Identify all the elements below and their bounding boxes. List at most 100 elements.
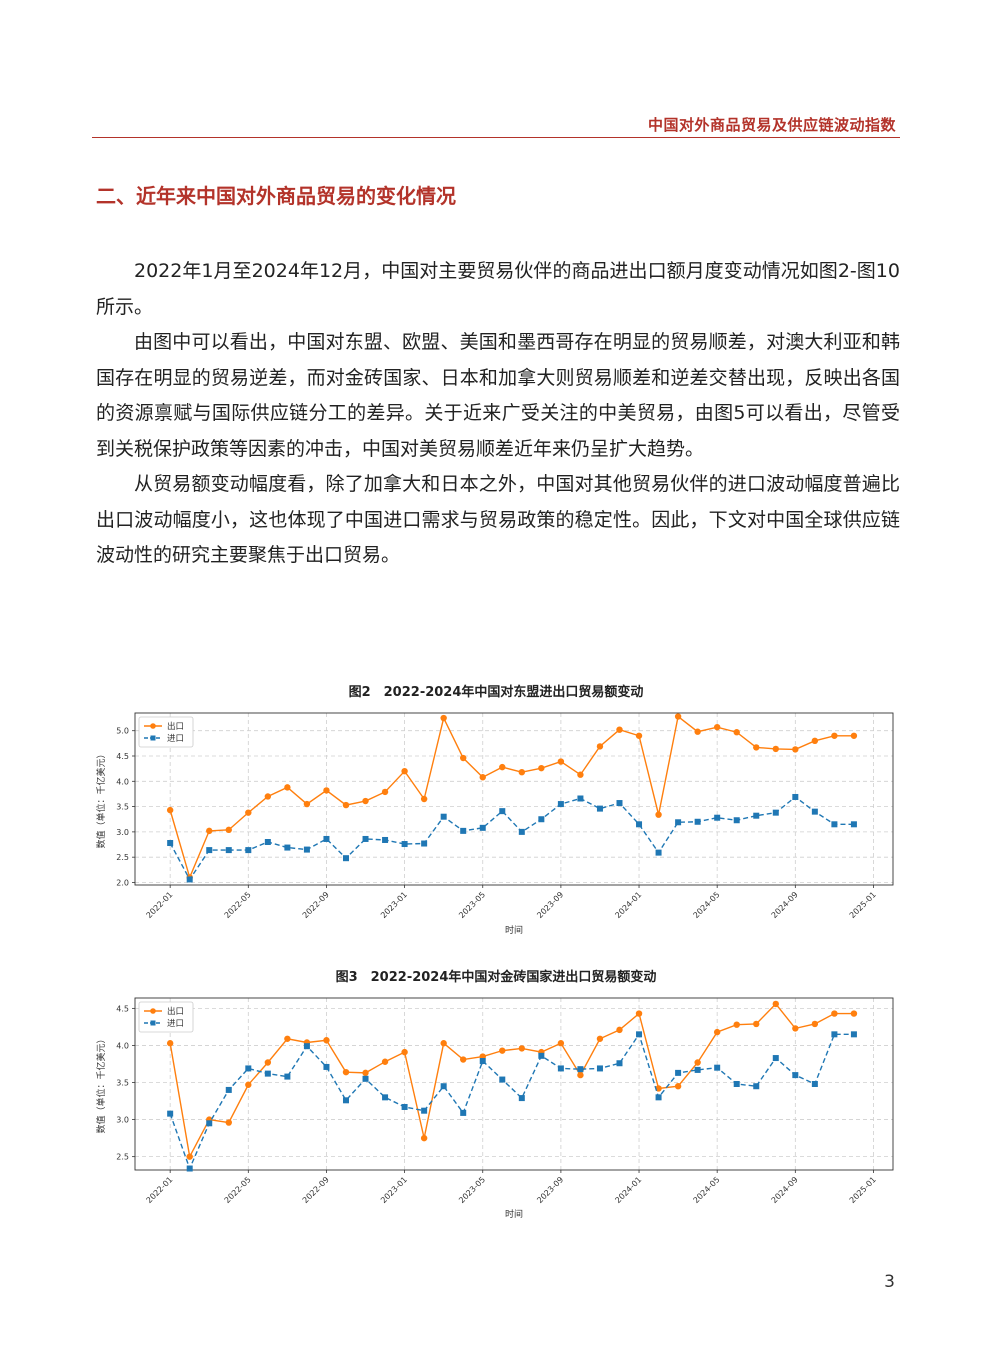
series-line	[169, 1002, 854, 1159]
y-tick-label: 3.0	[116, 1116, 129, 1125]
data-point	[499, 1047, 506, 1054]
y-tick-label: 3.0	[116, 828, 129, 837]
data-point	[850, 1010, 858, 1017]
data-point	[323, 1037, 330, 1044]
data-point	[811, 808, 818, 815]
data-point	[421, 840, 428, 847]
data-point	[323, 1063, 330, 1070]
paragraph-1: 2022年1月至2024年12月，中国对主要贸易伙伴的商品进出口额月度变动情况如…	[96, 260, 900, 318]
x-tick-label: 2023-09	[535, 1175, 565, 1205]
data-point	[264, 793, 272, 800]
data-point	[792, 793, 799, 800]
data-point	[225, 826, 232, 834]
data-point	[518, 1045, 526, 1052]
series-import	[167, 1031, 857, 1172]
x-tick-label: 2022-05	[223, 1175, 253, 1205]
x-tick-label: 2022-01	[145, 1175, 175, 1205]
section-heading: 二、近年来中国对外商品贸易的变化情况	[96, 184, 456, 208]
data-point	[245, 809, 252, 816]
figure-2-title: 图2 2022-2024年中国对东盟进出口贸易额变动	[348, 685, 644, 700]
data-point	[635, 1010, 643, 1017]
data-point	[362, 835, 369, 842]
legend-label: 进口	[167, 734, 184, 744]
data-point	[518, 1095, 525, 1102]
data-point	[714, 814, 721, 821]
data-point	[811, 1081, 818, 1087]
data-point	[733, 1021, 740, 1028]
data-point	[831, 1010, 838, 1017]
data-point	[284, 844, 291, 851]
data-point	[460, 827, 467, 834]
x-tick-label: 2024-05	[692, 1175, 722, 1205]
data-point	[479, 774, 486, 781]
legend-box	[138, 1001, 194, 1033]
data-point	[577, 1071, 584, 1079]
data-point	[636, 821, 643, 828]
data-point	[655, 849, 662, 856]
y-axis-label: 数值（单位：千亿美元）	[95, 1034, 107, 1133]
data-point	[440, 714, 447, 722]
y-tick-label: 2.0	[116, 878, 129, 887]
body-text: 2022年1月至2024年12月，中国对主要贸易伙伴的商品进出口额月度变动情况如…	[96, 254, 900, 574]
data-point	[674, 1083, 682, 1090]
legend-marker	[150, 735, 156, 741]
data-point	[167, 1110, 174, 1117]
data-point	[596, 1065, 603, 1072]
data-point	[675, 819, 682, 826]
x-tick-label: 2023-09	[535, 890, 565, 920]
data-point	[284, 784, 291, 791]
x-axis-label: 时间	[505, 924, 523, 936]
data-point	[557, 1040, 565, 1047]
paragraph-3: 从贸易额变动幅度看，除了加拿大和日本之外，中国对其他贸易伙伴的进口波动幅度普遍比…	[96, 473, 900, 566]
data-point	[401, 841, 408, 848]
data-point	[264, 1059, 272, 1066]
data-point	[284, 1035, 291, 1042]
data-point	[382, 836, 389, 843]
data-point	[538, 816, 545, 823]
header-divider	[92, 137, 900, 138]
data-point	[713, 1028, 721, 1036]
running-header-title: 中国对外商品贸易及供应链波动指数	[647, 116, 896, 134]
data-point	[381, 1058, 389, 1065]
y-tick-label: 4.5	[116, 1004, 129, 1013]
data-point	[167, 840, 174, 847]
data-point	[596, 743, 604, 750]
y-tick-label: 3.5	[116, 1079, 129, 1088]
x-tick-label: 2022-05	[223, 890, 253, 920]
data-point	[342, 855, 349, 862]
data-point	[772, 1000, 779, 1008]
data-point	[342, 1097, 349, 1104]
y-tick-label: 5.0	[116, 727, 129, 736]
data-point	[655, 1094, 662, 1101]
data-point	[479, 1058, 486, 1065]
series-line	[169, 1032, 854, 1171]
plot-frame	[134, 712, 894, 886]
data-point	[655, 811, 662, 818]
data-point	[636, 1031, 643, 1038]
legend-marker	[150, 1008, 156, 1014]
data-point	[440, 813, 447, 820]
data-point	[303, 800, 311, 808]
legend-label: 出口	[167, 1006, 184, 1017]
data-point	[499, 1076, 506, 1083]
data-point	[753, 744, 760, 751]
data-point	[616, 726, 623, 733]
data-point	[186, 876, 193, 883]
series-export	[166, 1000, 858, 1160]
data-point	[596, 1035, 604, 1042]
data-point	[499, 808, 506, 815]
data-point	[577, 795, 584, 802]
data-point	[675, 1069, 682, 1076]
data-point	[460, 754, 467, 762]
data-point	[186, 1153, 193, 1160]
y-tick-label: 4.0	[116, 1041, 129, 1050]
data-point	[362, 1069, 369, 1077]
y-tick-label: 2.5	[116, 853, 129, 862]
data-point	[245, 1065, 252, 1072]
y-tick-label: 4.0	[116, 777, 129, 786]
x-tick-label: 2023-05	[457, 1175, 487, 1205]
data-point	[772, 745, 779, 753]
data-point	[381, 788, 389, 796]
data-point	[714, 1064, 721, 1071]
